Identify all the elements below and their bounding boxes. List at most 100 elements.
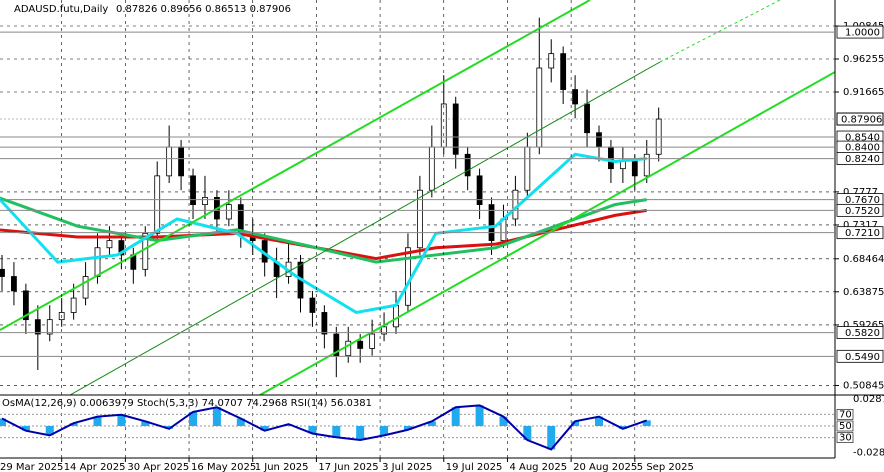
y-tick-label: 0.7317 bbox=[843, 220, 878, 231]
y-tick-label: 0.59265 bbox=[843, 320, 884, 331]
level-label: 0.5490 bbox=[845, 352, 880, 363]
candle-body bbox=[416, 189, 423, 249]
osma-tick-label: -0.028207 bbox=[853, 447, 884, 458]
y-tick-label: 0.96255 bbox=[843, 54, 884, 65]
moving-average bbox=[0, 152, 647, 315]
candle-body bbox=[643, 153, 650, 177]
candle-body bbox=[22, 290, 29, 321]
x-tick-label: 16 May 2025 bbox=[191, 462, 256, 472]
candle-body bbox=[524, 146, 531, 191]
channel-upper bbox=[0, 0, 591, 331]
candle-body bbox=[596, 132, 602, 148]
rsi-tick-label: 70 bbox=[839, 409, 852, 420]
level-label: 0.8400 bbox=[845, 143, 880, 154]
osma-bar bbox=[403, 426, 412, 430]
osma-bar bbox=[332, 426, 341, 438]
rsi-tick-label: 30 bbox=[839, 433, 852, 444]
candle-body bbox=[369, 333, 376, 349]
osma-bar bbox=[356, 426, 365, 441]
channel-mid-ext bbox=[659, 0, 781, 63]
osma-bar bbox=[642, 420, 651, 426]
x-tick-label: 29 Mar 2025 bbox=[0, 462, 63, 472]
osma-bar bbox=[451, 407, 460, 426]
candle-body bbox=[560, 53, 567, 90]
candle-body bbox=[428, 146, 435, 191]
level-label-box bbox=[836, 226, 884, 240]
osma-bar bbox=[189, 411, 198, 426]
candle-body bbox=[106, 240, 113, 249]
level-label-box bbox=[836, 349, 884, 363]
candle-body bbox=[202, 197, 208, 206]
osma-bar bbox=[212, 407, 221, 426]
osma-bar bbox=[93, 416, 102, 426]
channel-lower bbox=[259, 71, 835, 395]
candle-body bbox=[488, 204, 495, 241]
candle-body bbox=[46, 319, 53, 335]
x-tick-label: 14 Apr 2025 bbox=[64, 462, 126, 472]
candle-body bbox=[357, 340, 364, 349]
osma-bar bbox=[380, 426, 389, 436]
rsi-label-box bbox=[836, 420, 854, 432]
candle-body bbox=[572, 89, 579, 105]
trend-lines bbox=[0, 0, 835, 395]
y-tick-label: 0.91665 bbox=[843, 87, 884, 98]
y-tick-label: 0.63875 bbox=[843, 287, 884, 298]
x-tick-label: 5 Sep 2025 bbox=[637, 462, 694, 472]
osma-bar bbox=[499, 416, 508, 426]
level-label: 0.7210 bbox=[845, 228, 880, 239]
candle-body bbox=[118, 240, 125, 256]
x-tick-label: 17 Jun 2025 bbox=[318, 462, 378, 472]
level-label-box bbox=[836, 25, 884, 39]
rsi-tick-label: 50 bbox=[839, 421, 852, 432]
osma-bar bbox=[21, 426, 30, 431]
osma-bar bbox=[523, 426, 532, 441]
level-label: 1.0000 bbox=[845, 28, 880, 39]
osma-bar bbox=[547, 426, 556, 450]
osma-bar bbox=[0, 418, 6, 426]
candle-body bbox=[464, 153, 471, 177]
y-tick-label: 0.50845 bbox=[843, 380, 884, 391]
osma-bar bbox=[69, 423, 78, 426]
candle-body bbox=[34, 319, 41, 335]
y-tick-label: 0.68464 bbox=[843, 254, 884, 265]
candle-body bbox=[619, 161, 626, 170]
candle-body bbox=[154, 175, 161, 234]
channel-mid bbox=[69, 61, 661, 395]
candle-body bbox=[476, 175, 483, 206]
x-tick-label: 1 Jun 2025 bbox=[255, 462, 309, 472]
candle-body bbox=[405, 247, 411, 306]
osma-bar bbox=[427, 421, 436, 426]
osma-bar bbox=[141, 421, 150, 426]
osma-bar bbox=[117, 414, 126, 426]
level-label-box bbox=[836, 152, 884, 166]
candle-body bbox=[345, 340, 352, 357]
candle-body bbox=[333, 333, 340, 357]
osma-bar bbox=[308, 426, 317, 434]
candle-body bbox=[70, 297, 77, 313]
candle-body bbox=[381, 326, 387, 335]
osma-bar bbox=[260, 426, 269, 431]
x-tick-label: 4 Aug 2025 bbox=[509, 462, 567, 472]
candle-body bbox=[82, 276, 89, 299]
x-tick-label: 20 Aug 2025 bbox=[573, 462, 637, 472]
current-price-box bbox=[836, 112, 884, 126]
chart-title: ADAUSD.futu,Daily bbox=[14, 4, 108, 15]
candle-body bbox=[393, 304, 399, 328]
candle-body bbox=[11, 276, 17, 292]
candle-body bbox=[452, 103, 459, 155]
osma-tick-label: 0.0287572 bbox=[853, 394, 884, 405]
candle-body bbox=[190, 175, 196, 206]
level-label: 0.8540 bbox=[845, 133, 880, 144]
candle-body bbox=[225, 204, 232, 220]
candle-body bbox=[548, 53, 555, 69]
osma-bar bbox=[475, 405, 484, 426]
candle-body bbox=[608, 146, 614, 170]
rsi-label-box bbox=[836, 432, 854, 443]
level-label: 0.8240 bbox=[845, 154, 880, 165]
candle-body bbox=[0, 268, 5, 277]
level-label-box bbox=[836, 203, 884, 217]
candle-body bbox=[321, 312, 328, 335]
x-tick-label: 19 Jul 2025 bbox=[446, 462, 503, 472]
osma-bar bbox=[618, 426, 627, 429]
